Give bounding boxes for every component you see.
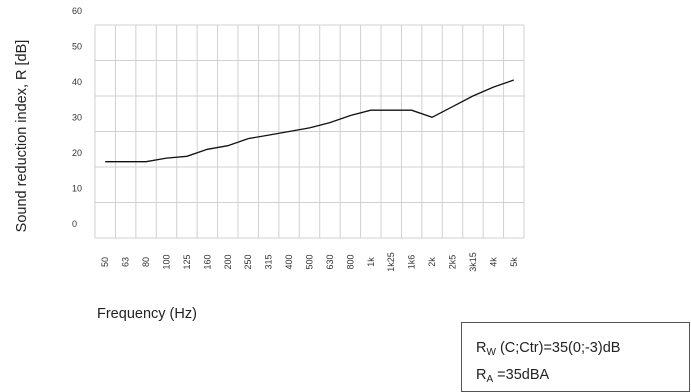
x-tick-label: 3k15: [468, 252, 478, 272]
x-tick-label: 1k: [366, 257, 376, 267]
x-tick-label: 400: [284, 254, 294, 269]
y-tick-label: 50: [72, 42, 82, 52]
x-tick-label: 800: [345, 254, 355, 269]
y-tick-label: 0: [72, 219, 77, 229]
x-tick-label: 2k5: [448, 255, 458, 270]
x-tick-label: 200: [223, 254, 233, 269]
y-tick-label: 30: [72, 113, 82, 123]
x-tick-label: 2k: [427, 257, 437, 267]
x-tick-label: 1k6: [407, 255, 417, 270]
y-axis-label: Sound reduction index, R [dB]: [14, 39, 30, 233]
grid-lines: [94, 24, 525, 239]
ra-rating: RA =35dBA: [476, 364, 689, 391]
rating-box: RW (C;Ctr)=35(0;-3)dB RA =35dBA: [461, 322, 690, 392]
x-tick-label: 4k: [488, 257, 498, 267]
x-tick-label: 125: [182, 254, 192, 269]
y-tick-label: 20: [72, 148, 82, 158]
x-tick-label: 5k: [509, 257, 519, 267]
rw-rating: RW (C;Ctr)=35(0;-3)dB: [476, 337, 689, 364]
rw-subscript: W: [486, 347, 496, 358]
y-tick-label: 60: [72, 6, 82, 16]
y-tick-label: 40: [72, 77, 82, 87]
x-tick-label: 630: [325, 254, 335, 269]
chart-plot: 0 10 20 30 40 50 60 50 63 80 100 125 160 200 250 315 40…: [72, 6, 525, 272]
x-tick-label: 50: [100, 257, 110, 267]
x-tick-label: 250: [243, 254, 253, 269]
y-tick-labels: 0 10 20 30 40 50 60: [72, 6, 82, 229]
x-tick-label: 160: [202, 254, 212, 269]
series-line: [105, 79, 515, 163]
x-tick-label: 63: [121, 257, 131, 267]
ra-symbol: R: [476, 367, 487, 383]
y-tick-label: 10: [72, 184, 82, 194]
x-tick-labels: 50 63 80 100 125 160 200 250 315 400 500 630 800 1k 1k…: [100, 252, 519, 272]
ra-subscript: A: [486, 374, 494, 385]
x-tick-label: 500: [305, 254, 315, 269]
x-tick-label: 315: [264, 254, 274, 269]
ra-value: =35dBA: [493, 367, 550, 383]
x-axis-label: Frequency (Hz): [97, 306, 197, 322]
y-axis-label-container: Sound reduction index, R [dB]: [0, 0, 40, 387]
x-tick-label: 1k25: [386, 252, 396, 272]
rw-value: (C;Ctr)=35(0;-3)dB: [495, 340, 621, 356]
x-tick-label: 100: [162, 254, 172, 269]
rw-symbol: R: [476, 340, 487, 356]
x-tick-label: 80: [141, 257, 151, 267]
